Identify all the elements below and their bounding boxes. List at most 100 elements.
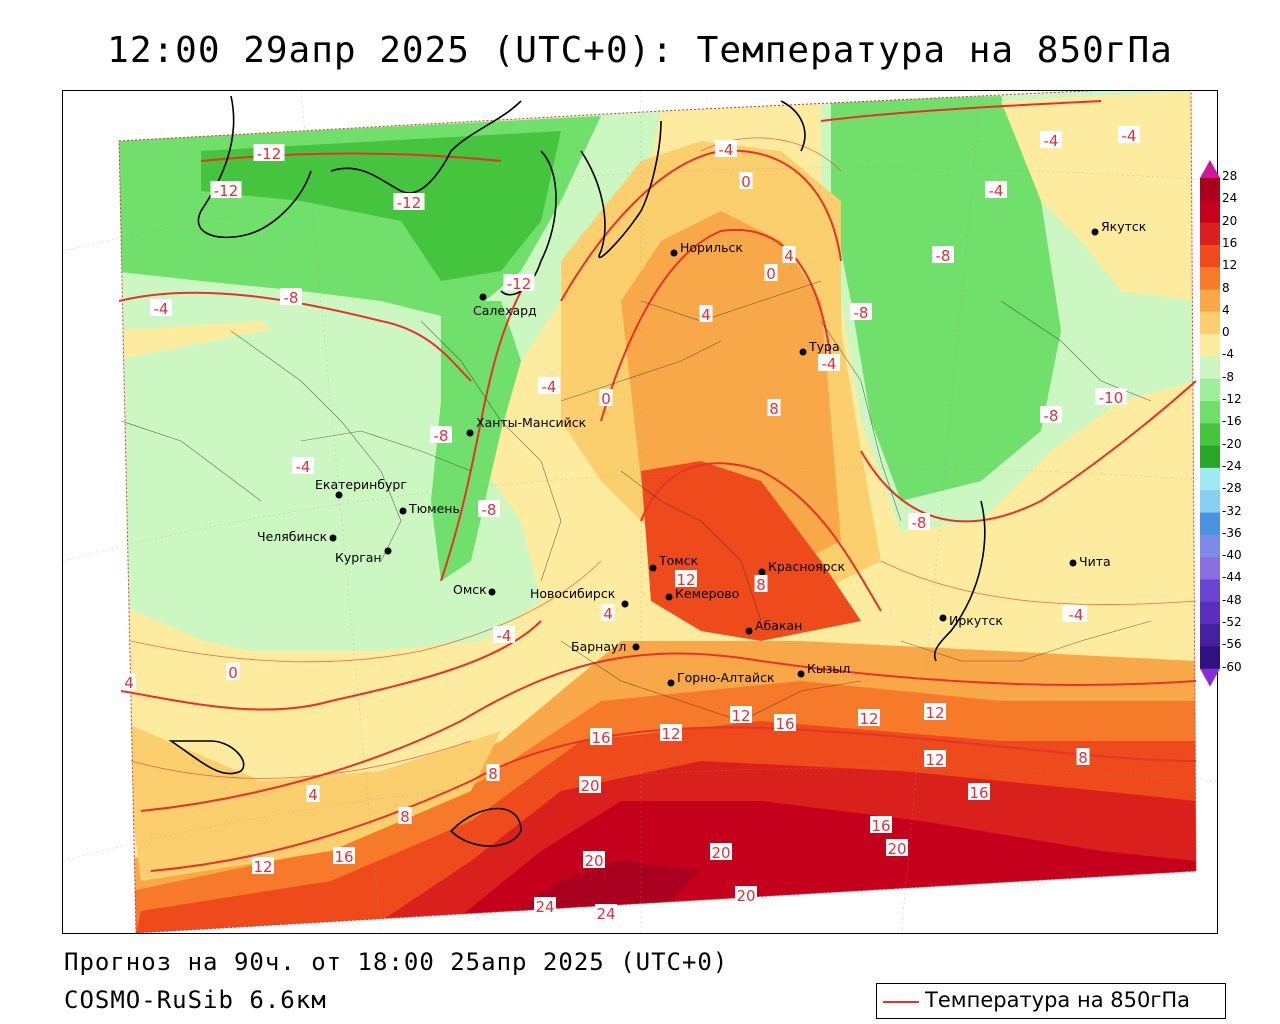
isotherm-value-label: 16 bbox=[774, 714, 796, 733]
colorbar-tick-label: 8 bbox=[1222, 280, 1230, 295]
isotherm-value-label: -8 bbox=[280, 288, 302, 307]
isotherm-value-label: -8 bbox=[430, 426, 452, 445]
colorbar-swatch bbox=[1200, 200, 1220, 224]
city-label: Курган bbox=[335, 550, 382, 565]
colorbar-tick-label: -16 bbox=[1222, 414, 1242, 429]
svg-text:12: 12 bbox=[731, 707, 750, 725]
colorbar-swatch bbox=[1200, 356, 1220, 380]
svg-text:-4: -4 bbox=[989, 182, 1004, 200]
isotherm-value-label: 12 bbox=[924, 750, 946, 769]
isotherm-value-label: -8 bbox=[478, 500, 500, 519]
colorbar-top-arrow bbox=[1200, 160, 1220, 178]
svg-text:16: 16 bbox=[969, 784, 988, 802]
city-label: Томск bbox=[658, 553, 699, 568]
svg-text:12: 12 bbox=[925, 751, 944, 769]
colorbar-tick-label: -56 bbox=[1222, 637, 1242, 652]
svg-text:0: 0 bbox=[601, 390, 611, 408]
svg-text:12: 12 bbox=[859, 710, 878, 728]
isotherm-value-label: 4 bbox=[122, 673, 136, 692]
city-label: Норильск bbox=[680, 240, 743, 255]
colorbar-tick-label: 24 bbox=[1222, 191, 1238, 206]
city-yakutsk: Якутск bbox=[1091, 219, 1147, 236]
city-chelyabinsk: Челябинск bbox=[257, 529, 337, 544]
isotherm-value-label: 4 bbox=[782, 246, 796, 265]
city-tyumen: Тюмень bbox=[399, 501, 460, 516]
svg-text:16: 16 bbox=[334, 848, 353, 866]
isotherm-value-label: 0 bbox=[226, 663, 240, 682]
isotherm-value-label: -4 bbox=[1118, 126, 1140, 145]
isotherm-value-label: -12 bbox=[210, 181, 242, 200]
city-label: Якутск bbox=[1101, 219, 1147, 234]
isotherm-value-label: -12 bbox=[393, 193, 425, 212]
svg-text:24: 24 bbox=[535, 898, 554, 916]
city-kemerovo: Кемерово bbox=[665, 586, 739, 601]
svg-text:-12: -12 bbox=[257, 145, 282, 163]
map-legend: Температура на 850гПа bbox=[876, 983, 1226, 1019]
temperature-colorbar: 28 24 20 16 12 8 4 0 -4 -8 -12 -16 -20 -24 -28 -32 -36 -4… bbox=[1200, 160, 1280, 690]
isotherm-value-label: -8 bbox=[850, 303, 872, 322]
temperature-map: Норильск Салехард Тура Якутск Ханты-Манс… bbox=[62, 90, 1218, 934]
model-info: COSMO-RuSib 6.6км bbox=[64, 986, 327, 1014]
isotherm-value-label: 4 bbox=[601, 604, 615, 623]
isotherm-value-label: -4 bbox=[1040, 131, 1062, 150]
isotherm-value-label: -8 bbox=[1040, 406, 1062, 425]
isotherm-value-label: 8 bbox=[754, 575, 768, 594]
colorbar-tick-label: -24 bbox=[1222, 458, 1242, 473]
isotherm-value-label: -4 bbox=[985, 181, 1007, 200]
isotherm-value-label: -12 bbox=[503, 274, 535, 293]
colorbar-tick-label: -4 bbox=[1222, 347, 1234, 362]
temperature-fill bbox=[119, 91, 1196, 933]
svg-text:20: 20 bbox=[711, 844, 730, 862]
isotherm-value-label: -10 bbox=[1095, 388, 1127, 407]
city-label: Тура bbox=[808, 339, 840, 354]
colorbar-bottom-arrow bbox=[1200, 668, 1220, 687]
isotherm-value-label: 12 bbox=[858, 709, 880, 728]
isotherm-value-label: 12 bbox=[252, 857, 274, 876]
colorbar-tick-label: 16 bbox=[1222, 235, 1238, 250]
isotherm-value-label: -8 bbox=[908, 513, 930, 532]
city-label: Тюмень bbox=[408, 501, 460, 516]
city-barnaul: Барнаул bbox=[571, 639, 640, 654]
city-tura: Тура bbox=[799, 339, 840, 356]
isotherm-value-label: 24 bbox=[534, 897, 556, 916]
colorbar-swatch bbox=[1200, 267, 1220, 290]
isotherm-value-label: 12 bbox=[675, 570, 697, 589]
svg-text:-8: -8 bbox=[1044, 407, 1059, 425]
isotherm-value-label: 20 bbox=[579, 776, 601, 795]
isotherm-value-label: 8 bbox=[398, 807, 412, 826]
city-kyzyl: Кызыл bbox=[797, 661, 850, 678]
colorbar-tick-label: -20 bbox=[1222, 436, 1242, 451]
isotherm-value-label: 20 bbox=[735, 886, 757, 905]
coastlines bbox=[168, 95, 986, 847]
svg-text:4: 4 bbox=[308, 786, 318, 804]
isotherm-value-label: 0 bbox=[599, 389, 613, 408]
city-label: Ханты-Мансийск bbox=[476, 415, 587, 430]
isotherm-value-label: 12 bbox=[660, 724, 682, 743]
city-krasnoyarsk: Красноярск bbox=[758, 559, 845, 576]
svg-text:0: 0 bbox=[741, 173, 751, 191]
city-khanty-mansiysk: Ханты-Мансийск bbox=[466, 415, 587, 437]
isotherm-value-label: 4 bbox=[306, 785, 320, 804]
legend-label: Температура на 850гПа bbox=[925, 988, 1191, 1012]
colorbar-tick-label: -40 bbox=[1222, 548, 1242, 563]
isotherm-value-label: -4 bbox=[1065, 605, 1087, 624]
svg-text:-10: -10 bbox=[1099, 389, 1124, 407]
svg-text:20: 20 bbox=[887, 840, 906, 858]
city-label: Иркутск bbox=[949, 613, 1003, 628]
isotherm-value-label: 16 bbox=[590, 728, 612, 747]
city-label: Кемерово bbox=[675, 586, 739, 601]
isotherm-value-label: -4 bbox=[715, 140, 737, 159]
city-label: Челябинск bbox=[257, 529, 328, 544]
city-salekhard: Салехард bbox=[473, 293, 537, 318]
colorbar-swatch bbox=[1200, 423, 1220, 447]
colorbar-swatch bbox=[1200, 311, 1220, 335]
svg-text:-4: -4 bbox=[1044, 132, 1059, 150]
colorbar-swatch bbox=[1200, 557, 1220, 580]
svg-text:-8: -8 bbox=[482, 501, 497, 519]
city-norilsk: Норильск bbox=[670, 240, 743, 257]
svg-text:-4: -4 bbox=[719, 141, 734, 159]
isotherm-value-label: -4 bbox=[538, 377, 560, 396]
svg-text:-4: -4 bbox=[296, 458, 311, 476]
colorbar-swatch bbox=[1200, 178, 1220, 201]
svg-text:-4: -4 bbox=[822, 355, 837, 373]
